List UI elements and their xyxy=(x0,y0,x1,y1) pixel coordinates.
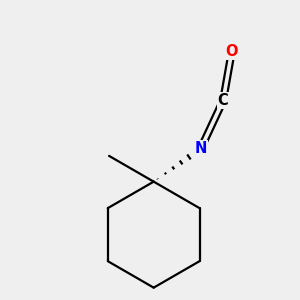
Text: N: N xyxy=(194,141,207,156)
Text: O: O xyxy=(226,44,238,59)
Text: C: C xyxy=(218,93,229,108)
